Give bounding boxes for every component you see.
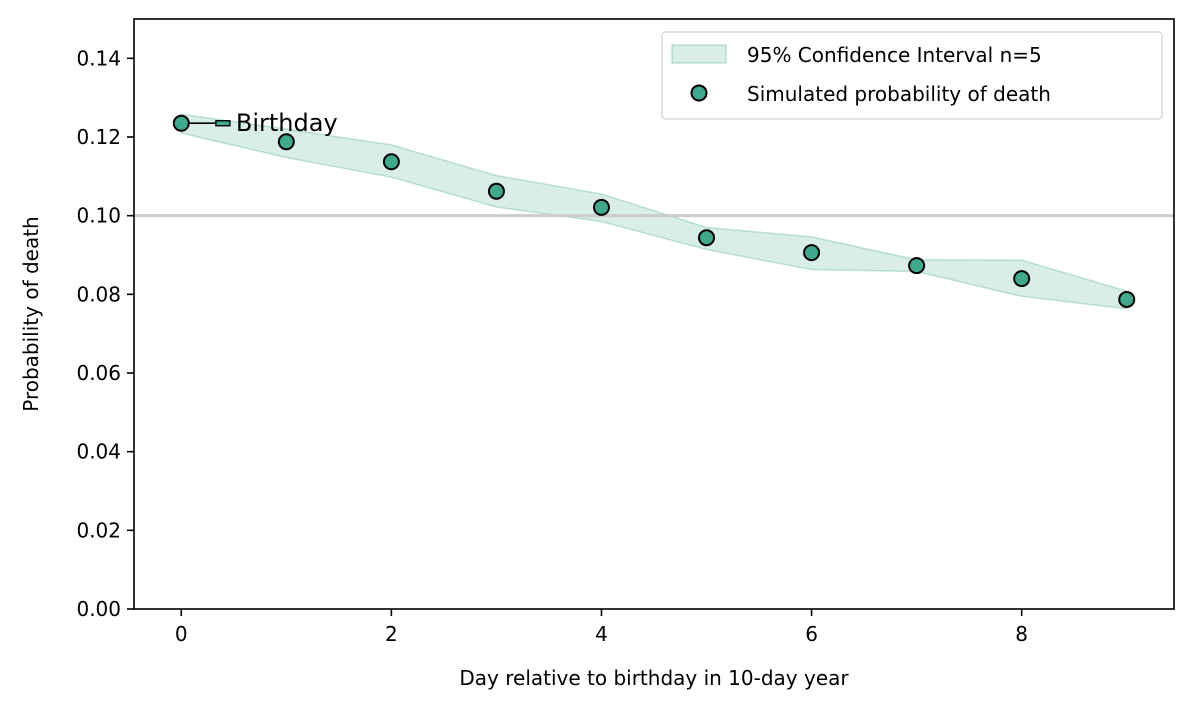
x-tick-label: 0 bbox=[175, 622, 188, 646]
x-tick-label: 8 bbox=[1015, 622, 1028, 646]
y-tick-label: 0.02 bbox=[76, 518, 121, 542]
data-point bbox=[172, 114, 190, 132]
y-axis: 0.00 0.02 0.04 0.06 0.08 0.10 0.12 0.14 bbox=[76, 46, 134, 621]
data-point bbox=[1118, 290, 1136, 308]
x-tick-label: 4 bbox=[595, 622, 608, 646]
data-point bbox=[803, 244, 821, 262]
y-tick-label: 0.08 bbox=[76, 282, 121, 306]
data-point bbox=[908, 257, 926, 275]
legend-point-swatch bbox=[690, 84, 708, 102]
x-tick-label: 6 bbox=[805, 622, 818, 646]
data-point bbox=[487, 182, 505, 200]
legend-frame bbox=[661, 31, 1163, 120]
data-point bbox=[698, 229, 716, 247]
y-tick-label: 0.10 bbox=[76, 204, 121, 228]
y-tick-label: 0.06 bbox=[76, 361, 121, 385]
data-point bbox=[592, 198, 610, 216]
y-tick-label: 0.14 bbox=[76, 46, 121, 70]
legend-label-points: Simulated probability of death bbox=[747, 82, 1051, 106]
data-point bbox=[382, 153, 400, 171]
x-axis-title: Day relative to birthday in 10-day year bbox=[459, 666, 849, 690]
annotation-layer: Birthday bbox=[181, 109, 338, 137]
annotation-label: Birthday bbox=[236, 109, 338, 137]
legend-band-swatch bbox=[671, 44, 727, 64]
legend-label-band: 95% Confidence Interval n=5 bbox=[747, 43, 1042, 67]
points-layer bbox=[172, 114, 1136, 308]
plot-frame bbox=[133, 18, 1175, 610]
annotation-arrow-head bbox=[215, 120, 231, 127]
y-axis-title: Probability of death bbox=[19, 216, 43, 412]
confidence-band-layer bbox=[180, 113, 1128, 310]
y-tick-label: 0.12 bbox=[76, 125, 121, 149]
data-point bbox=[1013, 270, 1031, 288]
x-axis: 0 2 4 6 8 bbox=[175, 609, 1028, 646]
y-tick-label: 0.04 bbox=[76, 440, 121, 464]
y-tick-label: 0.00 bbox=[76, 597, 121, 621]
legend: 95% Confidence Interval n=5 Simulated pro… bbox=[661, 31, 1163, 120]
data-point bbox=[277, 133, 295, 151]
confidence-band bbox=[180, 113, 1128, 310]
x-tick-label: 2 bbox=[385, 622, 398, 646]
